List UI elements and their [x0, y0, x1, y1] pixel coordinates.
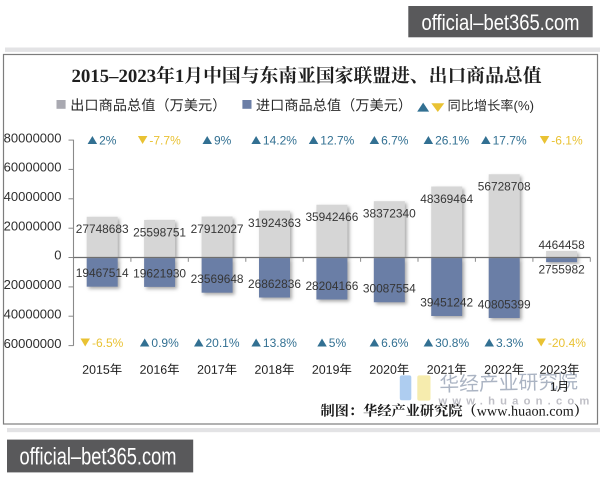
- svg-text:3.3%: 3.3%: [496, 336, 524, 350]
- svg-text:40000000: 40000000: [4, 306, 62, 321]
- svg-text:-20.4%: -20.4%: [548, 336, 586, 350]
- svg-text:48369464: 48369464: [420, 192, 473, 206]
- svg-text:20.1%: 20.1%: [206, 336, 240, 350]
- svg-text:23569648: 23569648: [191, 272, 244, 286]
- svg-text:35942466: 35942466: [305, 210, 358, 224]
- svg-text:6.7%: 6.7%: [381, 133, 409, 147]
- svg-text:0.9%: 0.9%: [151, 336, 179, 350]
- svg-text:27912027: 27912027: [191, 222, 244, 236]
- svg-text:12.7%: 12.7%: [320, 133, 354, 147]
- svg-text:official–bet365.com: official–bet365.com: [20, 443, 177, 470]
- svg-text:www.huaon.com: www.huaon.com: [438, 396, 595, 408]
- svg-text:19467514: 19467514: [76, 266, 129, 280]
- svg-text:25598751: 25598751: [133, 225, 186, 239]
- svg-text:6.6%: 6.6%: [381, 336, 409, 350]
- svg-text:17.7%: 17.7%: [493, 133, 527, 147]
- svg-text:60000000: 60000000: [4, 160, 62, 175]
- svg-text:56728708: 56728708: [478, 180, 531, 194]
- svg-text:27748683: 27748683: [76, 222, 129, 236]
- svg-text:5%: 5%: [329, 336, 347, 350]
- svg-text:30.8%: 30.8%: [435, 336, 469, 350]
- svg-text:40805399: 40805399: [478, 297, 531, 311]
- svg-text:-7.7%: -7.7%: [149, 133, 181, 147]
- svg-text:39451242: 39451242: [420, 295, 473, 309]
- svg-text:30087554: 30087554: [363, 282, 416, 296]
- svg-text:80000000: 80000000: [4, 130, 62, 145]
- svg-text:9%: 9%: [214, 133, 232, 147]
- svg-text:38372340: 38372340: [363, 207, 416, 221]
- svg-text:4464458: 4464458: [538, 238, 585, 252]
- svg-text:2%: 2%: [99, 133, 117, 147]
- svg-text:-6.1%: -6.1%: [551, 133, 583, 147]
- svg-text:official–bet365.com: official–bet365.com: [422, 10, 580, 35]
- svg-text:0: 0: [54, 248, 61, 263]
- svg-text:-6.5%: -6.5%: [92, 336, 124, 350]
- svg-text:31924363: 31924363: [248, 216, 301, 230]
- svg-text:2755982: 2755982: [538, 263, 585, 277]
- svg-text:20000000: 20000000: [4, 218, 62, 233]
- svg-text:26862836: 26862836: [248, 277, 301, 291]
- svg-text:13.8%: 13.8%: [263, 336, 297, 350]
- svg-text:60000000: 60000000: [4, 336, 62, 351]
- svg-text:14.2%: 14.2%: [263, 133, 297, 147]
- svg-text:19621930: 19621930: [133, 266, 186, 280]
- svg-text:40000000: 40000000: [4, 189, 62, 204]
- svg-text:20000000: 20000000: [4, 277, 62, 292]
- svg-text:26.1%: 26.1%: [435, 133, 469, 147]
- svg-text:28204166: 28204166: [305, 279, 358, 293]
